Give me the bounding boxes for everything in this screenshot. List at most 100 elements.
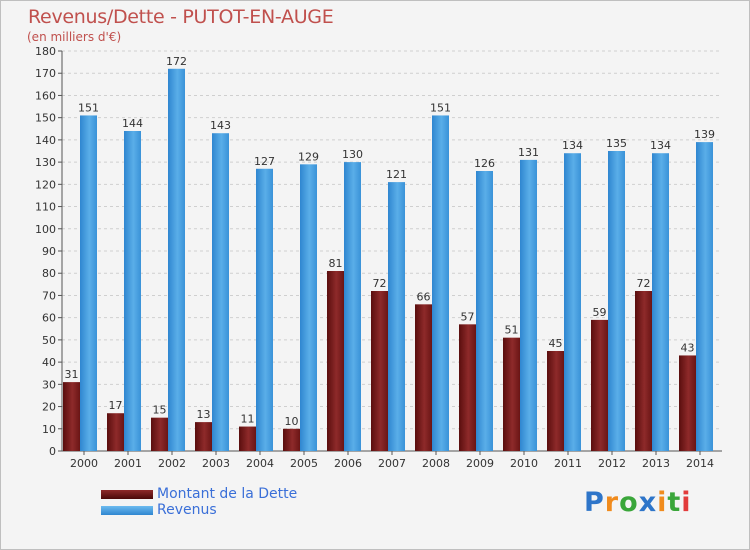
bar-dette <box>547 351 564 451</box>
x-tick-label: 2000 <box>70 457 98 470</box>
bar-dette <box>107 413 124 451</box>
bar-dette <box>503 337 520 451</box>
data-label-dette: 57 <box>461 310 475 323</box>
data-label-dette: 15 <box>153 404 167 417</box>
logo-letter: r <box>604 487 620 518</box>
y-tick-label: 110 <box>35 201 56 214</box>
x-tick-label: 2007 <box>378 457 406 470</box>
x-tick-label: 2003 <box>202 457 230 470</box>
x-tick-label: 2010 <box>510 457 538 470</box>
bar-dette <box>151 417 168 451</box>
bar-revenus <box>212 133 229 451</box>
data-label-revenus: 134 <box>562 139 583 152</box>
y-tick-label: 130 <box>35 156 56 169</box>
chart-title: Revenus/Dette - PUTOT-EN-AUGE <box>28 6 334 28</box>
bar-revenus <box>520 159 537 451</box>
legend-swatch-dette <box>101 490 153 499</box>
bar-revenus <box>344 162 361 451</box>
legend-label-dette: Montant de la Dette <box>157 486 298 502</box>
data-label-revenus: 127 <box>254 155 275 168</box>
x-tick-label: 2008 <box>422 457 450 470</box>
data-label-revenus: 134 <box>650 139 671 152</box>
data-label-dette: 13 <box>197 408 211 421</box>
bar-dette <box>327 271 344 451</box>
bar-dette <box>195 422 212 451</box>
bar-revenus <box>80 115 97 451</box>
y-tick-label: 0 <box>49 445 56 458</box>
data-label-dette: 72 <box>637 277 651 290</box>
data-label-revenus: 126 <box>474 157 495 170</box>
y-tick-label: 170 <box>35 67 56 80</box>
chart-subtitle: (en milliers d'€) <box>27 30 122 44</box>
data-label-dette: 10 <box>285 415 299 428</box>
data-label-revenus: 121 <box>386 168 407 181</box>
bar-revenus <box>256 168 273 451</box>
bar-revenus <box>652 153 669 451</box>
data-label-dette: 59 <box>593 306 607 319</box>
proxiti-logo: Proxiti <box>584 487 692 518</box>
legend-label-revenus: Revenus <box>157 502 217 518</box>
bar-revenus <box>388 182 405 451</box>
bar-revenus <box>124 131 141 451</box>
data-label-revenus: 131 <box>518 146 539 159</box>
x-tick-label: 2001 <box>114 457 142 470</box>
x-tick-label: 2004 <box>246 457 274 470</box>
x-tick-label: 2013 <box>642 457 670 470</box>
y-tick-label: 90 <box>42 245 56 258</box>
x-tick-label: 2002 <box>158 457 186 470</box>
bar-revenus <box>432 115 449 451</box>
data-label-revenus: 130 <box>342 148 363 161</box>
y-tick-label: 120 <box>35 178 56 191</box>
y-tick-label: 150 <box>35 112 56 125</box>
bar-dette <box>283 428 300 451</box>
y-tick-label: 10 <box>42 423 56 436</box>
y-tick-label: 100 <box>35 223 56 236</box>
legend-swatch-revenus <box>101 506 153 515</box>
y-tick-label: 70 <box>42 289 56 302</box>
x-tick-label: 2012 <box>598 457 626 470</box>
bar-dette <box>415 304 432 451</box>
y-tick-label: 40 <box>42 356 56 369</box>
data-label-dette: 72 <box>373 277 387 290</box>
data-label-dette: 43 <box>681 341 695 354</box>
bar-dette <box>591 319 608 451</box>
data-label-revenus: 144 <box>122 117 143 130</box>
data-label-dette: 17 <box>109 399 123 412</box>
data-label-revenus: 151 <box>78 101 99 114</box>
logo-letter: o <box>619 487 639 518</box>
data-label-dette: 31 <box>65 368 79 381</box>
y-tick-label: 80 <box>42 267 56 280</box>
bar-revenus <box>300 164 317 452</box>
y-tick-label: 60 <box>42 312 56 325</box>
bar-dette <box>239 426 256 451</box>
data-label-dette: 45 <box>549 337 563 350</box>
logo-letter: P <box>584 487 605 518</box>
bar-dette <box>635 291 652 451</box>
bar-revenus <box>696 142 713 451</box>
logo-letter: i <box>657 487 668 518</box>
data-label-revenus: 172 <box>166 55 187 68</box>
data-label-dette: 11 <box>241 413 255 426</box>
x-tick-label: 2014 <box>686 457 714 470</box>
x-tick-label: 2006 <box>334 457 362 470</box>
bar-revenus <box>564 153 581 451</box>
bar-dette <box>679 355 696 451</box>
logo-letter: x <box>638 487 658 518</box>
logo-letter: i <box>681 487 692 518</box>
data-label-revenus: 139 <box>694 128 715 141</box>
data-label-dette: 66 <box>417 290 431 303</box>
x-tick-label: 2009 <box>466 457 494 470</box>
bar-revenus <box>168 68 185 452</box>
bar-dette <box>371 291 388 451</box>
data-label-revenus: 151 <box>430 101 451 114</box>
data-label-dette: 81 <box>329 257 343 270</box>
y-tick-label: 140 <box>35 134 56 147</box>
y-tick-label: 20 <box>42 401 56 414</box>
bar-dette <box>459 324 476 451</box>
y-tick-label: 30 <box>42 378 56 391</box>
data-label-revenus: 129 <box>298 150 319 163</box>
y-tick-label: 180 <box>35 45 56 58</box>
x-tick-label: 2005 <box>290 457 318 470</box>
